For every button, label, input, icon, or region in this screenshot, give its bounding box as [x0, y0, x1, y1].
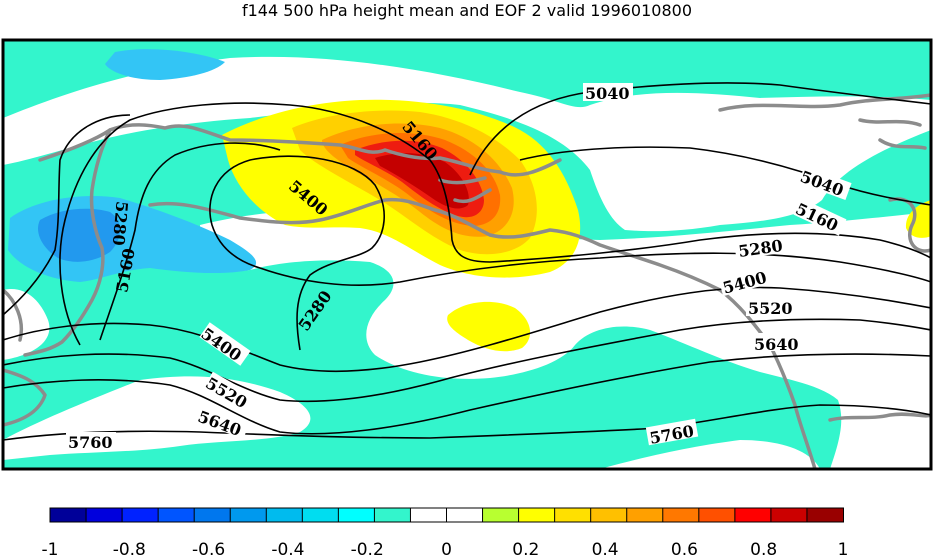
- height-contours: [3, 82, 931, 441]
- colorbar-tick-label: -0.6: [192, 540, 225, 558]
- colorbar-labels: -1 -0.8 -0.6 -0.4 -0.2 0 0.2 0.4 0.6 0.8 1: [42, 540, 849, 558]
- colorbar: [49, 507, 844, 523]
- field-near-zero-north: [3, 56, 931, 232]
- colorbar-swatch: [806, 507, 844, 523]
- coastline-mexico: [828, 412, 931, 422]
- colorbar-tick-label: 0: [441, 540, 452, 558]
- colorbar-tick-label: -0.8: [113, 540, 146, 558]
- colorbar-tick-label: -0.4: [271, 540, 304, 558]
- colorbar-tick-label: -0.2: [351, 540, 384, 558]
- coastline-gulf: [438, 176, 492, 203]
- coastline-alaska-west: [23, 128, 112, 357]
- map-panel: 5040 5040 5160 5160 5160 5280 5280 5280 …: [3, 40, 931, 469]
- contour-5040-east: [519, 146, 931, 206]
- contour-5280: [209, 155, 931, 351]
- colorbar-swatch: [193, 507, 232, 523]
- colorbar-swatch: [626, 507, 664, 523]
- colorbar-swatch: [337, 507, 376, 523]
- contour-label: 5520: [748, 299, 793, 318]
- colorbar-tick-label: 0.2: [512, 540, 539, 558]
- coastline-arctic-east: [718, 93, 931, 150]
- contour-label: 5280: [109, 200, 132, 246]
- colorbar-tick-label: 1: [838, 540, 849, 558]
- colorbar-swatch: [518, 507, 556, 523]
- colorbar-tick-label: 0.4: [592, 540, 619, 558]
- contour-5160: [59, 102, 931, 346]
- colorbar-swatch: [409, 507, 448, 523]
- colorbar-swatch: [121, 507, 160, 523]
- contour-5760: [3, 404, 931, 441]
- contour-5160-west: [3, 114, 131, 316]
- colorbar-swatch: [265, 507, 304, 523]
- contour-label: 5040: [585, 84, 630, 103]
- colorbar-swatch: [446, 507, 484, 523]
- field-near-zero-southeast: [600, 440, 820, 469]
- colorbar-swatch: [734, 507, 772, 523]
- contour-5520: [3, 318, 931, 403]
- colorbar-tick-label: 0.6: [671, 540, 698, 558]
- colorbar-swatch: [554, 507, 592, 523]
- map-frame: [1, 38, 933, 471]
- colorbar-swatch: [590, 507, 628, 523]
- colorbar-swatch: [482, 507, 520, 523]
- colorbar-swatch: [49, 507, 88, 523]
- colorbar-swatch: [662, 507, 700, 523]
- contour-5040: [469, 82, 931, 176]
- colorbar-swatch: [770, 507, 808, 523]
- colorbar-tick-label: 0.8: [750, 540, 777, 558]
- contour-label: 5640: [754, 335, 799, 354]
- colorbar-swatch: [373, 507, 412, 523]
- colorbar-swatch: [698, 507, 736, 523]
- colorbar-swatch: [301, 507, 340, 523]
- map-title: f144 500 hPa height mean and EOF 2 valid…: [241, 1, 693, 20]
- contour-5640: [3, 353, 931, 435]
- coastline-west-pacific: [3, 368, 47, 427]
- colorbar-swatch: [157, 507, 196, 523]
- colorbar-swatch: [85, 507, 124, 523]
- colorbar-swatch: [229, 507, 268, 523]
- colorbar-tick-label: -1: [42, 540, 59, 558]
- contour-5400: [3, 286, 931, 372]
- coastline-alaska-north: [38, 123, 562, 177]
- contour-5280-west: [99, 142, 281, 341]
- contour-label: 5760: [68, 433, 113, 452]
- field-negative-medium-nw: [105, 49, 225, 80]
